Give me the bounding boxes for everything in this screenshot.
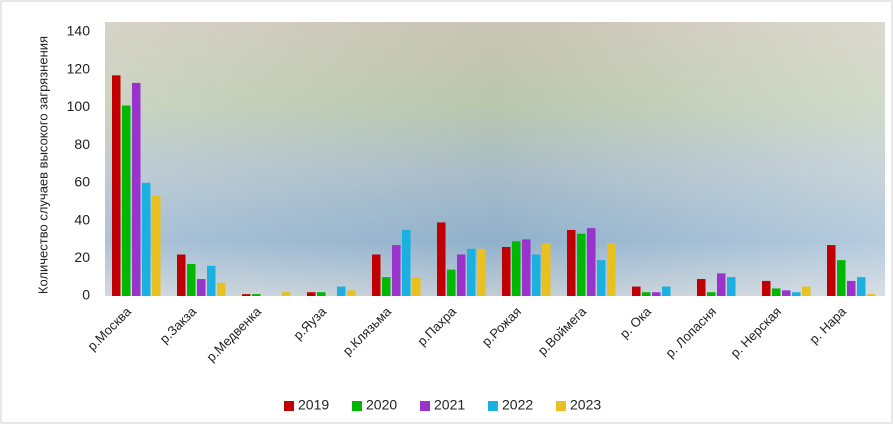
bar bbox=[132, 82, 141, 297]
bar bbox=[837, 260, 846, 296]
bar bbox=[512, 241, 521, 296]
bar bbox=[467, 248, 476, 296]
bar bbox=[542, 243, 551, 296]
bar bbox=[347, 290, 356, 296]
bar bbox=[477, 248, 486, 296]
bar bbox=[437, 222, 446, 296]
legend-swatch bbox=[488, 401, 498, 411]
plot-sheen bbox=[105, 22, 885, 296]
bar bbox=[392, 245, 401, 296]
bar bbox=[632, 286, 641, 296]
legend-label: 2021 bbox=[434, 397, 465, 413]
y-tick-label: 120 bbox=[67, 60, 91, 76]
bar bbox=[762, 280, 771, 296]
bar bbox=[597, 260, 606, 296]
legend-label: 2022 bbox=[502, 397, 533, 413]
legend-swatch bbox=[352, 401, 362, 411]
legend-label: 2023 bbox=[570, 397, 601, 413]
bar bbox=[782, 290, 791, 296]
bar bbox=[707, 292, 716, 296]
y-tick-label: 80 bbox=[74, 136, 90, 152]
legend-label: 2019 bbox=[298, 397, 329, 413]
bar bbox=[217, 282, 226, 296]
bar bbox=[642, 292, 651, 296]
bar bbox=[717, 273, 726, 296]
bar bbox=[772, 288, 781, 296]
bar bbox=[522, 239, 531, 296]
bar bbox=[207, 265, 216, 296]
y-tick-label: 0 bbox=[82, 287, 90, 303]
bar bbox=[372, 254, 381, 296]
bar bbox=[697, 279, 706, 296]
y-tick-label: 20 bbox=[74, 249, 90, 265]
y-tick-label: 60 bbox=[74, 174, 90, 190]
bar bbox=[532, 254, 541, 296]
legend-label: 2020 bbox=[366, 397, 397, 413]
y-tick-label: 140 bbox=[67, 23, 91, 39]
bar bbox=[197, 279, 206, 296]
bar bbox=[142, 182, 151, 296]
y-tick-label: 100 bbox=[67, 98, 91, 114]
bar bbox=[282, 292, 291, 296]
legend-swatch bbox=[420, 401, 430, 411]
bar bbox=[577, 233, 586, 296]
bar bbox=[587, 228, 596, 296]
bar bbox=[827, 245, 836, 296]
bar bbox=[252, 294, 261, 296]
bar bbox=[502, 246, 511, 296]
bar bbox=[187, 263, 196, 296]
bar bbox=[112, 75, 121, 296]
bar bbox=[652, 292, 661, 296]
bar bbox=[177, 254, 186, 296]
bar bbox=[567, 230, 576, 296]
legend-swatch bbox=[284, 401, 294, 411]
bar bbox=[382, 277, 391, 296]
bar bbox=[337, 286, 346, 296]
bar bbox=[152, 196, 161, 296]
y-axis-label: Количество случаев высокого загрязнения bbox=[35, 36, 50, 294]
bar bbox=[792, 292, 801, 296]
bar bbox=[242, 294, 251, 296]
legend-swatch bbox=[556, 401, 566, 411]
bar bbox=[727, 277, 736, 296]
bar bbox=[662, 286, 671, 296]
bar bbox=[402, 230, 411, 296]
bar bbox=[607, 243, 616, 296]
bar bbox=[457, 254, 466, 296]
bar bbox=[317, 292, 326, 296]
bar bbox=[847, 280, 856, 296]
bar bbox=[857, 277, 866, 296]
bar bbox=[447, 269, 456, 296]
bar bbox=[122, 105, 131, 297]
y-tick-label: 40 bbox=[74, 211, 90, 227]
bar bbox=[802, 286, 811, 296]
bar bbox=[867, 294, 876, 296]
bar bbox=[307, 292, 316, 296]
bar bbox=[412, 277, 421, 296]
